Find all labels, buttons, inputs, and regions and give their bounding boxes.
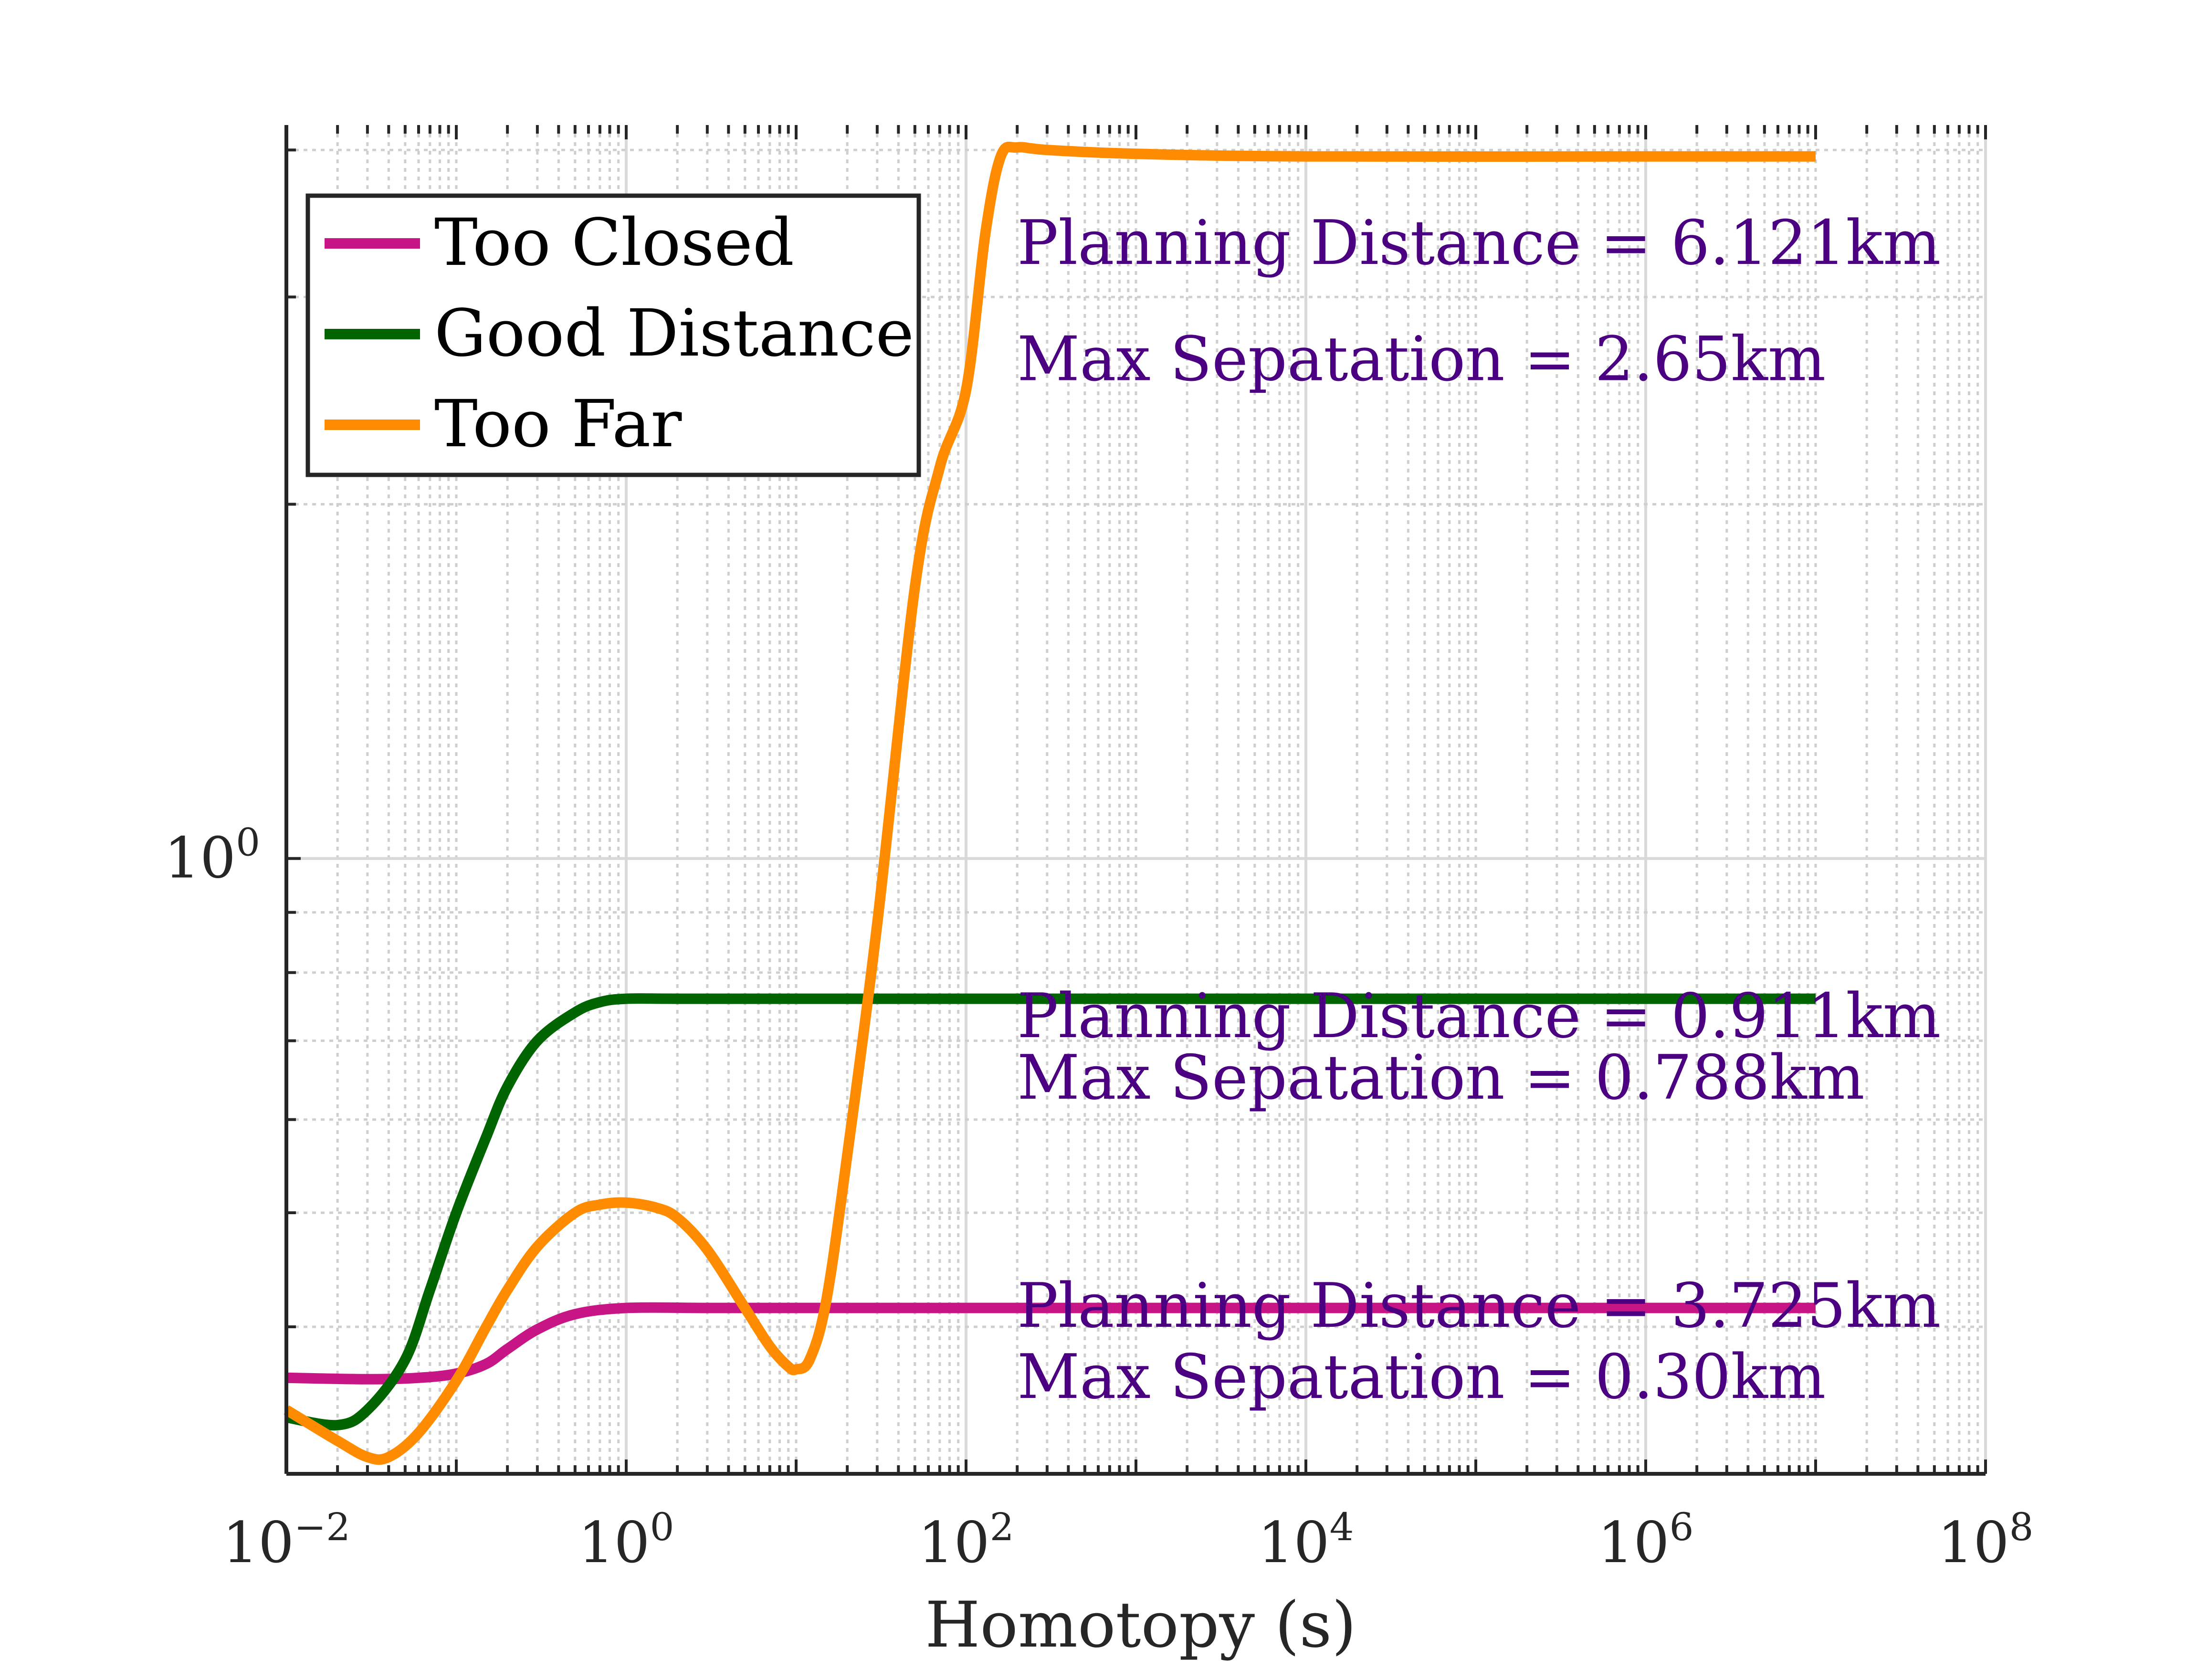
annotation-planning-distance-3: Planning Distance = 3.725km	[1017, 1270, 1941, 1342]
legend-label-too-far: Too Far	[434, 387, 682, 462]
x-axis-label: Homotopy (s)	[925, 1588, 1356, 1662]
x-tick-label: 10−2	[222, 1505, 350, 1576]
x-tick-label: 104	[1258, 1505, 1354, 1576]
series-line-good-distance	[285, 993, 1816, 1431]
x-tick-label: 108	[1937, 1505, 2033, 1576]
annotation-max-separation-2: Max Sepatation = 0.788km	[1017, 1042, 1865, 1113]
legend-label-too-closed: Too Closed	[434, 205, 794, 281]
x-tick-label: 100	[578, 1505, 674, 1576]
annotations: Planning Distance = 6.121km Max Sepatatio…	[1017, 208, 1941, 1413]
y-tick-label: 100	[164, 820, 260, 891]
annotation-planning-distance-1: Planning Distance = 6.121km	[1017, 208, 1941, 279]
x-tick-label: 102	[918, 1505, 1014, 1576]
legend: Too Closed Good Distance Too Far	[305, 193, 921, 477]
axes	[284, 125, 1987, 1476]
legend-label-good-distance: Good Distance	[434, 296, 914, 371]
series-line-too-closed	[286, 1302, 1816, 1385]
x-tick-label: 106	[1597, 1505, 1693, 1576]
annotation-max-separation-3: Max Sepatation = 0.30km	[1017, 1342, 1826, 1413]
series-line-too-far	[284, 141, 1816, 1465]
annotation-max-separation-1: Max Sepatation = 2.65km	[1017, 324, 1826, 395]
series-lines	[284, 141, 1816, 1465]
annotation-planning-distance-2: Planning Distance = 0.911km	[1017, 981, 1941, 1052]
tick-labels: 10−2 100 102 104 106 108 100	[164, 820, 2034, 1575]
